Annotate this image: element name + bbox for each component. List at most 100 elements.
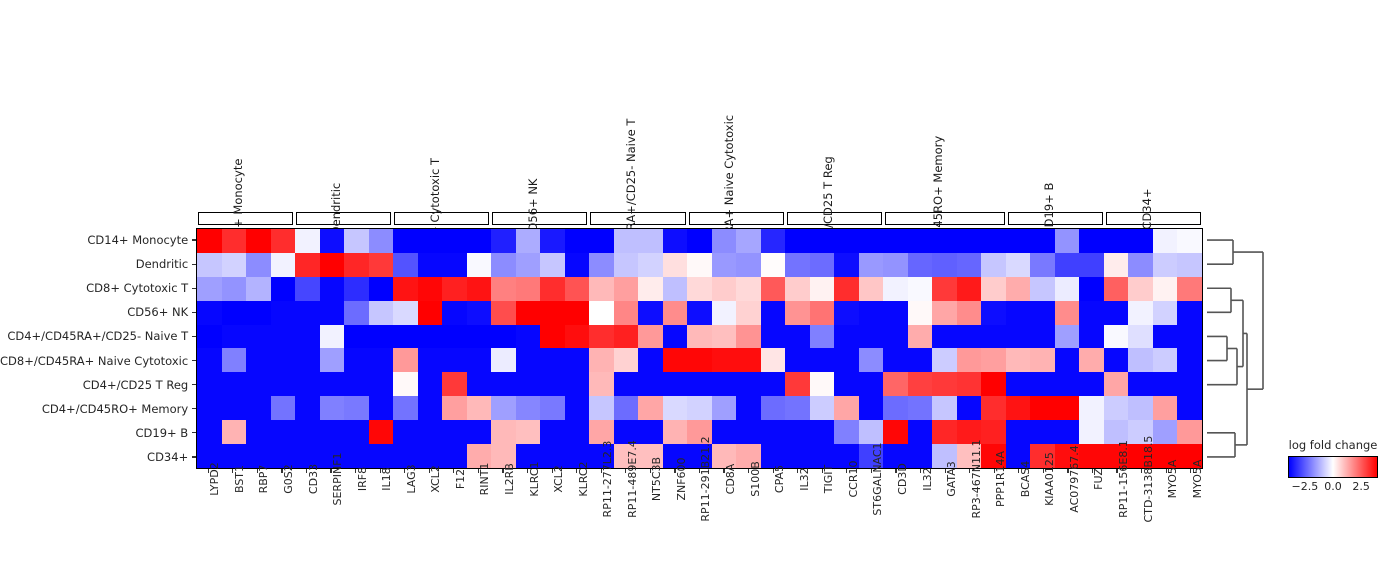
heatmap-cell (613, 372, 639, 397)
column-label: BCAS4 (1007, 461, 1032, 569)
column-tick (614, 469, 639, 475)
heatmap-cell (932, 229, 957, 253)
heatmap-cell (540, 300, 565, 325)
heatmap-cell (417, 420, 443, 445)
heatmap-cell (1079, 229, 1104, 253)
heatmap-cell (662, 348, 688, 373)
heatmap-cell (589, 324, 614, 349)
column-tick (761, 469, 786, 475)
column-label-text: XCL2 (429, 465, 443, 493)
heatmap-cell (221, 420, 247, 445)
heatmap-cell (613, 348, 639, 373)
row-tick-marks (188, 228, 196, 469)
heatmap-cell (1152, 229, 1178, 253)
heatmap-cell (981, 276, 1006, 301)
heatmap-cell (858, 276, 884, 301)
heatmap-cell (1152, 420, 1178, 445)
column-label: CD33 (294, 464, 320, 569)
heatmap-cell (491, 420, 516, 445)
heatmap-cell (1152, 396, 1178, 421)
heatmap-cell (295, 372, 320, 397)
colorbar-legend: log fold change −2.5 0.0 2.5 (1277, 438, 1389, 508)
heatmap-cell (295, 348, 320, 373)
heatmap-cell (564, 396, 590, 421)
heatmap-cell (442, 348, 467, 373)
colorbar-tick-label: 0.0 (1324, 480, 1342, 493)
heatmap-cell (197, 420, 222, 445)
heatmap-cell (491, 300, 516, 325)
row-tick (188, 445, 196, 469)
heatmap-cell (564, 324, 590, 349)
heatmap-cell (417, 276, 443, 301)
heatmap-cell (736, 396, 761, 421)
heatmap-cell (662, 300, 688, 325)
heatmap-cell (809, 372, 835, 397)
heatmap-cell (760, 276, 786, 301)
column-label: KLRC2 (564, 461, 590, 569)
column-label: G0S2 (270, 464, 295, 569)
column-label-text: IL32 (797, 467, 811, 491)
column-label-axis: LYPD2 BST1 RBP7 G0S2 CD33 SERPINF1 IRF8 IL18 LAG… (196, 436, 1203, 569)
heatmap-cell (540, 396, 565, 421)
colorbar-tick-label: −2.5 (1291, 480, 1319, 493)
column-group-bracket: CD4+/CD45RO+ Memory (885, 136, 1005, 282)
heatmap-cell (687, 252, 712, 277)
column-label-text: RP11-277L2.3 (601, 440, 615, 518)
heatmap-cell (1005, 420, 1031, 445)
heatmap-cell (638, 252, 663, 277)
heatmap-cell (466, 324, 492, 349)
column-label: IL32 (908, 467, 934, 569)
column-label-text: TIGIT (822, 464, 836, 494)
heatmap-cell (1079, 420, 1104, 445)
heatmap-cell (589, 348, 614, 373)
heatmap-cell (540, 276, 565, 301)
heatmap-cell (319, 252, 345, 277)
heatmap-cell (1054, 252, 1080, 277)
column-tick (368, 469, 393, 475)
heatmap-cell (393, 396, 418, 421)
column-label: CPA5 (761, 465, 786, 569)
heatmap-cell (711, 372, 737, 397)
column-label: S100B (736, 461, 762, 569)
heatmap-cell (736, 324, 761, 349)
column-label: CCR10 (835, 460, 860, 569)
heatmap-cell (564, 372, 590, 397)
column-label-text: CD8A (724, 463, 738, 495)
heatmap-cell (270, 348, 296, 373)
column-label: AC079767.4 (1056, 445, 1081, 569)
heatmap-cell (638, 229, 663, 253)
heatmap-cell (270, 444, 296, 468)
heatmap-cell (687, 372, 712, 397)
heatmap-cell (736, 252, 761, 277)
column-tick (540, 469, 565, 475)
heatmap-cell (1054, 420, 1080, 445)
heatmap-cell (393, 372, 418, 397)
heatmap-cell (442, 444, 467, 468)
heatmap-cell (662, 276, 688, 301)
heatmap-cell (1152, 252, 1178, 277)
heatmap-cell (613, 420, 639, 445)
column-label: RP11-291B21.2 (687, 436, 712, 569)
column-label: RP11-156E8.1 (1105, 440, 1130, 569)
heatmap-cell (687, 348, 712, 373)
row-label: CD56+ NK (127, 305, 189, 320)
heatmap-cell (711, 348, 737, 373)
column-tick (1080, 469, 1105, 475)
row-label: CD4+/CD45RO+ Memory (41, 401, 189, 416)
heatmap-cell (417, 444, 443, 468)
heatmap-cell (809, 229, 835, 253)
heatmap-cell (736, 300, 761, 325)
heatmap-cell (1177, 229, 1202, 253)
heatmap-cell (221, 444, 247, 468)
heatmap-cell (466, 372, 492, 397)
column-tick (1031, 469, 1056, 475)
heatmap-cell (491, 396, 516, 421)
column-label-text: MYO5A (1166, 459, 1180, 499)
heatmap-cell (834, 276, 859, 301)
heatmap-cell (981, 348, 1006, 373)
heatmap-cell (491, 229, 516, 253)
heatmap-cell (956, 276, 982, 301)
heatmap-cell (1054, 396, 1080, 421)
heatmap-cell (1177, 300, 1202, 325)
heatmap-cell (1079, 348, 1104, 373)
